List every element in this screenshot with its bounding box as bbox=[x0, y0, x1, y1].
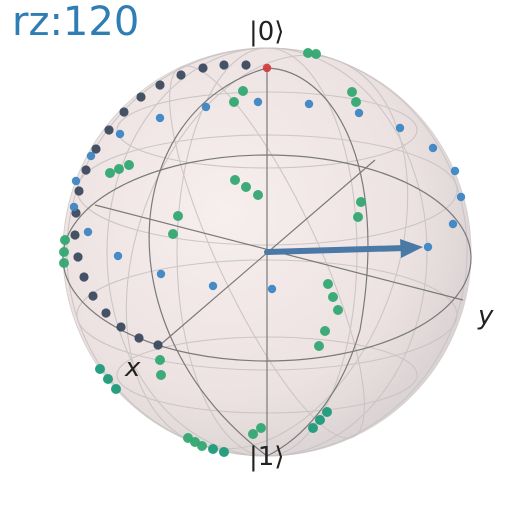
state-vector-arrow bbox=[264, 239, 423, 258]
state-point bbox=[253, 97, 263, 107]
state-point bbox=[230, 175, 240, 185]
state-point bbox=[156, 269, 166, 279]
state-point bbox=[124, 160, 134, 170]
state-point bbox=[241, 60, 251, 70]
state-point bbox=[168, 229, 178, 239]
state-point bbox=[113, 251, 123, 261]
state-point bbox=[304, 99, 314, 109]
state-point bbox=[248, 429, 258, 439]
state-point bbox=[60, 235, 70, 245]
state-point bbox=[323, 279, 333, 289]
state-point bbox=[428, 143, 438, 153]
state-point bbox=[91, 144, 101, 154]
state-point bbox=[311, 49, 321, 59]
state-point bbox=[71, 176, 81, 186]
state-point bbox=[353, 212, 363, 222]
state-point bbox=[208, 281, 218, 291]
x-axis-label: x bbox=[124, 353, 141, 383]
state-point bbox=[81, 165, 91, 175]
ket0-label: |0⟩ bbox=[249, 17, 284, 47]
state-point bbox=[95, 364, 105, 374]
state-point bbox=[103, 374, 113, 384]
state-point bbox=[308, 423, 318, 433]
figure-title: rz:120 bbox=[12, 0, 140, 45]
state-point bbox=[101, 308, 111, 318]
state-point bbox=[267, 284, 277, 294]
state-point bbox=[155, 80, 165, 90]
state-point bbox=[114, 164, 124, 174]
state-point bbox=[105, 168, 115, 178]
state-point bbox=[176, 70, 186, 80]
state-point bbox=[354, 108, 364, 118]
meridian-xz bbox=[148, 67, 268, 457]
state-point bbox=[347, 87, 357, 97]
state-point bbox=[74, 186, 84, 196]
state-point bbox=[198, 63, 208, 73]
state-point bbox=[116, 322, 126, 332]
state-point bbox=[115, 129, 125, 139]
state-point bbox=[111, 384, 121, 394]
state-point bbox=[208, 444, 218, 454]
state-point bbox=[119, 107, 129, 117]
state-point bbox=[423, 242, 433, 252]
state-point bbox=[262, 63, 272, 73]
state-point bbox=[201, 102, 211, 112]
state-point bbox=[333, 305, 343, 315]
state-points bbox=[59, 48, 466, 457]
state-point bbox=[322, 407, 332, 417]
state-point bbox=[450, 166, 460, 176]
state-point bbox=[59, 258, 69, 268]
state-point bbox=[238, 86, 248, 96]
state-point bbox=[86, 151, 96, 161]
state-point bbox=[173, 211, 183, 221]
state-point bbox=[351, 97, 361, 107]
state-point bbox=[88, 291, 98, 301]
state-point bbox=[104, 125, 114, 135]
state-point bbox=[395, 123, 405, 133]
state-point bbox=[136, 92, 146, 102]
ket1-label: |1⟩ bbox=[249, 442, 284, 472]
state-point bbox=[73, 252, 83, 262]
state-point bbox=[303, 48, 313, 58]
state-point bbox=[219, 60, 229, 70]
state-point bbox=[314, 341, 324, 351]
state-point bbox=[320, 326, 330, 336]
state-point bbox=[229, 97, 239, 107]
state-point bbox=[219, 447, 229, 457]
state-point bbox=[456, 192, 466, 202]
state-point bbox=[328, 292, 338, 302]
state-point bbox=[134, 333, 144, 343]
state-point bbox=[315, 415, 325, 425]
y-axis-label: y bbox=[477, 301, 494, 331]
state-point bbox=[59, 247, 69, 257]
state-point bbox=[197, 441, 207, 451]
meridian-yz bbox=[266, 67, 369, 457]
state-point bbox=[155, 355, 165, 365]
state-point bbox=[153, 340, 163, 350]
state-point bbox=[241, 182, 251, 192]
state-point bbox=[448, 219, 458, 229]
state-point bbox=[155, 113, 165, 123]
state-point bbox=[69, 202, 79, 212]
state-point bbox=[253, 190, 263, 200]
state-point bbox=[156, 370, 166, 380]
state-point bbox=[70, 230, 80, 240]
state-point bbox=[356, 197, 366, 207]
state-point bbox=[79, 272, 89, 282]
state-point bbox=[83, 227, 93, 237]
state-point bbox=[256, 423, 266, 433]
